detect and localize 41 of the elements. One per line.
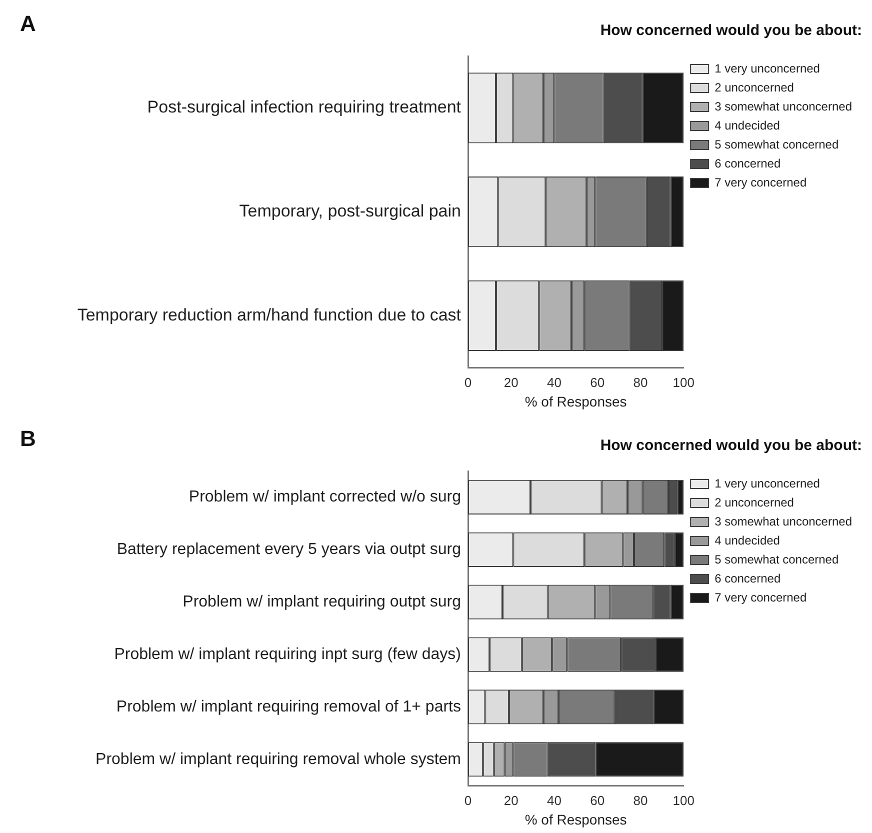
- legend-label: 1 very unconcerned: [714, 61, 820, 76]
- y-tick-label: Problem w/ implant corrected w/o surg: [188, 488, 461, 506]
- legend-label: 3 somewhat unconcerned: [714, 514, 852, 528]
- x-tick-label: 0: [464, 374, 472, 390]
- x-tick-label: 80: [633, 374, 648, 390]
- x-axis-title: % of Responses: [524, 393, 627, 410]
- x-tick-label: 40: [547, 374, 562, 390]
- legend-label: 2 unconcerned: [714, 495, 794, 510]
- legend-label: 5 somewhat concerned: [714, 137, 839, 152]
- x-tick-label: 100: [672, 792, 694, 808]
- x-tick-label: 100: [672, 374, 694, 390]
- legend-label: 6 concerned: [714, 156, 781, 170]
- legend-label: 1 very unconcerned: [714, 476, 820, 490]
- legend-label: 2 unconcerned: [714, 80, 794, 94]
- y-tick-label: Battery replacement every 5 years via outpt surg: [116, 541, 461, 558]
- y-tick-label: Problem w/ implant requiring inpt surg (few days): [114, 646, 461, 663]
- x-tick-label: 80: [633, 792, 648, 808]
- legend-label: 4 undecided: [714, 533, 780, 548]
- legend-label: 3 somewhat unconcerned: [714, 99, 852, 114]
- y-tick-label: Temporary reduction arm/hand function due to cast: [77, 305, 462, 324]
- legend-label: 7 very concerned: [714, 175, 807, 190]
- legend-label: 4 undecided: [714, 118, 780, 132]
- text: B: [20, 426, 36, 452]
- text: A: [20, 11, 36, 36]
- x-axis-title: % of Responses: [524, 811, 627, 828]
- text: How concerned would you be about:: [600, 437, 862, 454]
- legend-label: 5 somewhat concerned: [714, 552, 839, 566]
- x-tick-label: 20: [504, 374, 518, 390]
- y-tick-label: Problem w/ implant requiring removal of 1+ parts: [116, 698, 461, 716]
- y-tick-label: Post-surgical infection requiring treatment: [147, 98, 462, 117]
- x-tick-label: 60: [590, 374, 605, 390]
- y-tick-label: Problem w/ implant requiring removal whole system: [96, 750, 461, 768]
- x-tick-label: 0: [464, 792, 472, 808]
- legend-label: 7 very concerned: [714, 590, 807, 604]
- y-tick-label: Problem w/ implant requiring outpt surg: [182, 593, 461, 610]
- x-tick-label: 60: [590, 792, 605, 808]
- y-tick-label: Temporary, post-surgical pain: [239, 201, 461, 220]
- legend-label: 6 concerned: [714, 571, 781, 586]
- x-tick-label: 20: [504, 792, 518, 808]
- x-tick-label: 40: [547, 792, 562, 808]
- text: How concerned would you be about:: [600, 22, 862, 40]
